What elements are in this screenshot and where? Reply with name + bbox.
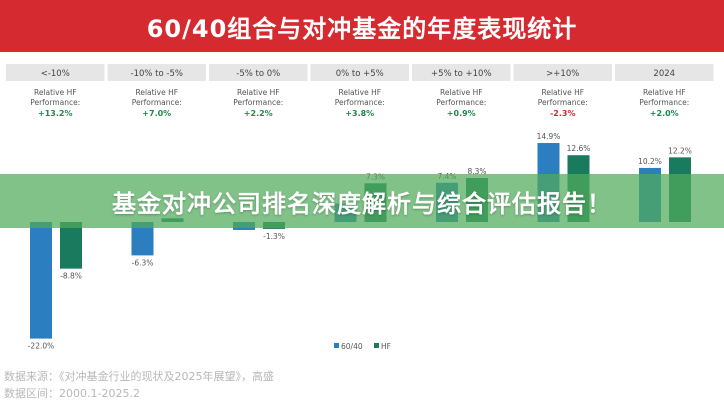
relative-label-line1: Relative HF <box>237 88 280 97</box>
overlay-banner: 基金对冲公司排名深度解析与综合评估报告！ <box>0 174 724 228</box>
relative-performance-value: +13.2% <box>38 109 72 118</box>
category-label: -10% to -5% <box>131 69 183 79</box>
source-note: 数据来源：《对冲基金行业的现状及2025年展望》，高盛 <box>4 370 274 383</box>
data-label: -1.3% <box>263 232 285 241</box>
relative-label-line2: Performance: <box>132 98 182 107</box>
chart-title: 60/40组合与对冲基金的年度表现统计 <box>146 14 578 43</box>
relative-performance-value: +2.0% <box>650 109 679 118</box>
title-bar: 60/40组合与对冲基金的年度表现统计 <box>0 0 724 52</box>
data-label: -8.8% <box>60 272 82 281</box>
relative-label-line1: Relative HF <box>643 88 686 97</box>
date-range-note: 数据区间：2000.1-2025.2 <box>4 387 140 400</box>
category-label: 2024 <box>653 69 675 79</box>
data-label: 12.2% <box>668 146 692 155</box>
legend-label: HF <box>381 342 391 351</box>
category-header-cell <box>513 64 612 81</box>
bar-hf <box>60 222 82 269</box>
category-header-cell <box>107 64 206 81</box>
category-label: -5% to 0% <box>236 69 280 79</box>
relative-label-line2: Performance: <box>639 98 689 107</box>
relative-performance-value: +0.9% <box>447 109 476 118</box>
category-header-cell <box>6 64 105 81</box>
category-header-cell <box>412 64 511 81</box>
category-header-cell <box>615 64 714 81</box>
legend-swatch-hf <box>374 343 379 348</box>
relative-performance-value: +3.8% <box>345 109 374 118</box>
bar-60-40 <box>30 222 52 339</box>
data-label: -6.3% <box>132 258 154 267</box>
category-label: >+10% <box>546 69 579 79</box>
legend-swatch-60-40 <box>334 343 339 348</box>
relative-label-line1: Relative HF <box>338 88 381 97</box>
category-label: +5% to +10% <box>431 69 492 79</box>
relative-label-line2: Performance: <box>335 98 385 107</box>
relative-label-line1: Relative HF <box>135 88 178 97</box>
data-label: 12.6% <box>567 144 591 153</box>
category-header-cell <box>209 64 308 81</box>
legend-label: 60/40 <box>341 342 363 351</box>
category-label: <-10% <box>41 69 70 79</box>
relative-label-line2: Performance: <box>30 98 80 107</box>
relative-label-line1: Relative HF <box>440 88 483 97</box>
relative-label-line1: Relative HF <box>34 88 77 97</box>
banner-text: 基金对冲公司排名深度解析与综合评估报告！ <box>112 189 612 218</box>
relative-label-line1: Relative HF <box>541 88 584 97</box>
data-label: 14.9% <box>537 132 561 141</box>
relative-label-line2: Performance: <box>538 98 588 107</box>
data-label: 10.2% <box>638 157 662 166</box>
relative-label-line2: Performance: <box>436 98 486 107</box>
relative-performance-value: -2.3% <box>550 109 576 118</box>
category-header-cell <box>310 64 409 81</box>
data-label: 8.3% <box>467 167 486 176</box>
relative-performance-value: +2.2% <box>244 109 273 118</box>
relative-label-line2: Performance: <box>233 98 283 107</box>
relative-performance-value: +7.0% <box>142 109 171 118</box>
category-label: 0% to +5% <box>336 69 384 79</box>
data-label: -22.0% <box>28 342 55 351</box>
bar-60-40 <box>131 222 154 256</box>
